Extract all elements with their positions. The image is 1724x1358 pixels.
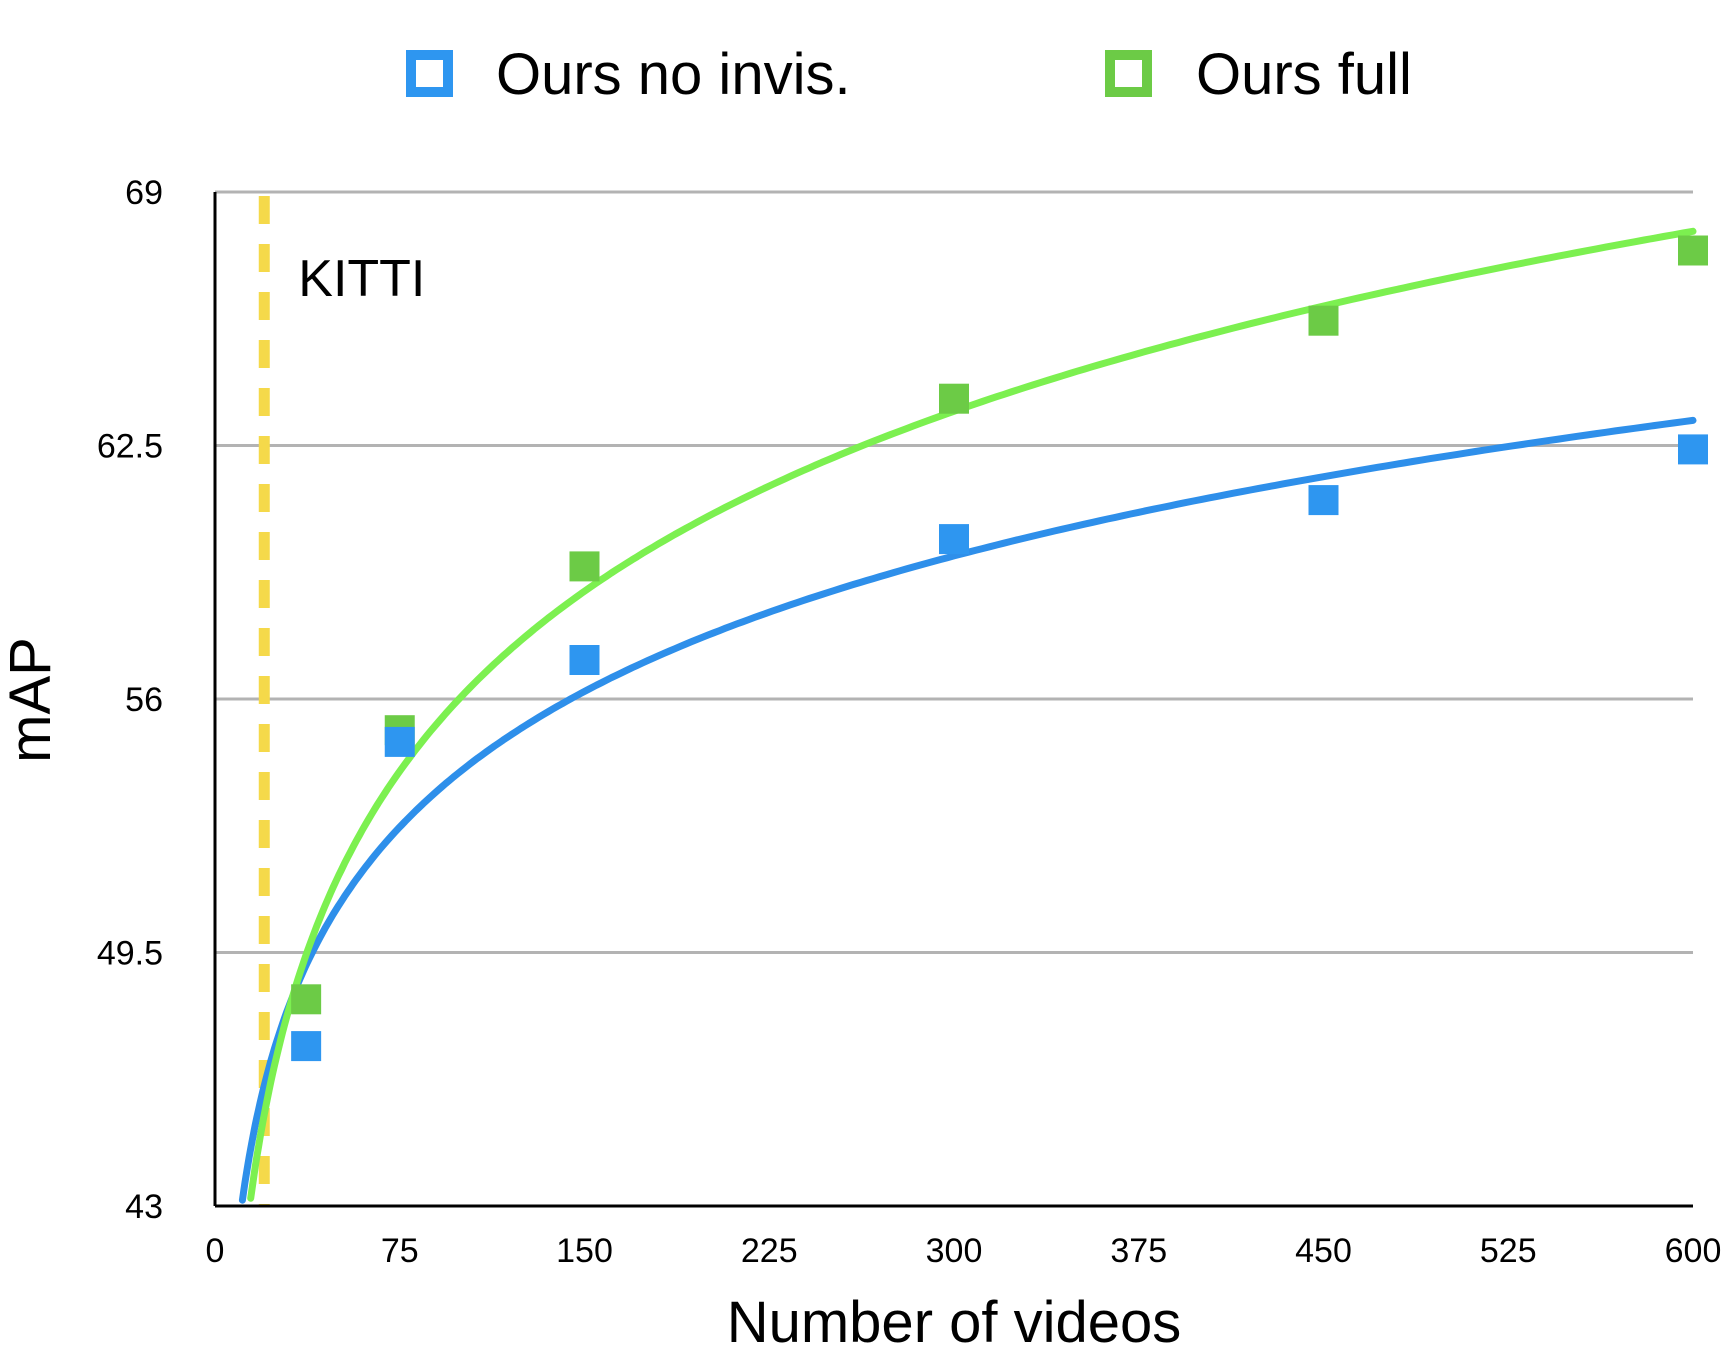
y-tick-labels: 43 49.5 56 62.5 69 bbox=[97, 174, 163, 1226]
data-point-ours-no-invis bbox=[1678, 434, 1708, 465]
trend-line-ours-full bbox=[247, 227, 1697, 1202]
data-point-ours-no-invis bbox=[1308, 485, 1339, 516]
chart-legend: Ours no invis. Ours full bbox=[406, 42, 1412, 107]
x-tick-label: 525 bbox=[1480, 1232, 1537, 1270]
x-tick-label: 300 bbox=[926, 1232, 983, 1270]
data-point-ours-full bbox=[939, 383, 969, 414]
legend-item-ours-full: Ours full bbox=[1105, 42, 1412, 107]
y-tick-label: 43 bbox=[125, 1188, 163, 1226]
x-tick-label: 150 bbox=[556, 1232, 613, 1270]
x-axis-title: Number of videos bbox=[727, 1290, 1182, 1355]
x-tick-label: 225 bbox=[741, 1232, 798, 1270]
x-tick-labels: 0 75 150 225 300 375 450 525 600 bbox=[206, 1232, 1722, 1270]
data-point-ours-full bbox=[1678, 235, 1708, 266]
trend-lines bbox=[238, 227, 1697, 1204]
kitti-label: KITTI bbox=[298, 250, 425, 308]
data-point-ours-full bbox=[1308, 305, 1339, 336]
data-point-ours-full bbox=[291, 984, 322, 1015]
legend-swatch-ours-no-invis bbox=[406, 50, 453, 97]
axes bbox=[213, 192, 1693, 1208]
y-tick-label: 62.5 bbox=[97, 428, 163, 466]
data-point-ours-no-invis bbox=[569, 645, 600, 675]
y-tick-label: 69 bbox=[125, 174, 163, 212]
x-tick-label: 75 bbox=[381, 1232, 419, 1270]
legend-label-ours-full: Ours full bbox=[1196, 42, 1412, 107]
y-tick-label: 56 bbox=[125, 681, 163, 719]
x-tick-label: 375 bbox=[1110, 1232, 1167, 1270]
kitti-annotation: KITTI bbox=[258, 196, 425, 1206]
trend-line-ours-no-invis bbox=[238, 416, 1697, 1204]
legend-label-ours-no-invis: Ours no invis. bbox=[496, 42, 851, 107]
legend-item-ours-no-invis: Ours no invis. bbox=[406, 42, 851, 107]
data-point-ours-no-invis bbox=[291, 1031, 322, 1062]
y-axis-title: mAP bbox=[0, 637, 63, 763]
gridlines bbox=[215, 190, 1693, 954]
x-tick-label: 0 bbox=[206, 1232, 225, 1270]
legend-swatch-ours-full bbox=[1105, 50, 1152, 97]
x-tick-label: 450 bbox=[1295, 1232, 1352, 1270]
data-point-ours-full bbox=[569, 551, 600, 582]
data-points bbox=[291, 235, 1708, 1062]
y-tick-label: 49.5 bbox=[97, 935, 163, 973]
x-tick-label: 600 bbox=[1665, 1232, 1722, 1270]
data-point-ours-no-invis bbox=[939, 524, 969, 555]
data-point-ours-no-invis bbox=[384, 726, 415, 757]
